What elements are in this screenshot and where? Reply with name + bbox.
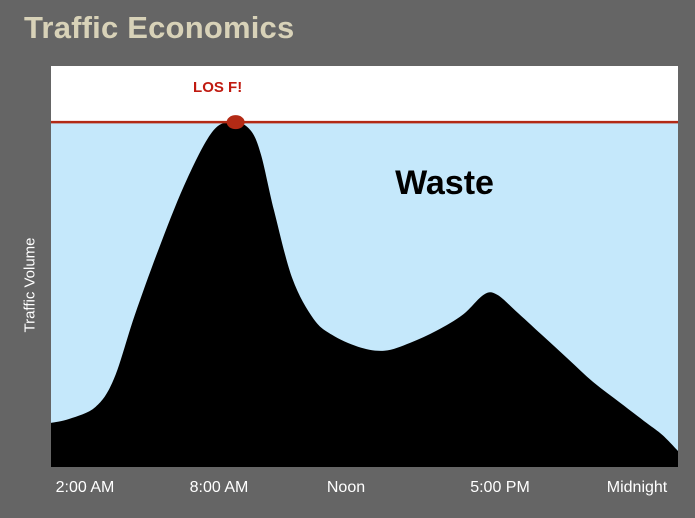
x-tick-label: 8:00 AM — [189, 479, 249, 496]
waste-label: Waste — [395, 164, 494, 202]
capacity-label: LOS F! — [193, 79, 242, 96]
x-tick-label: 2:00 AM — [55, 479, 115, 496]
page-title: Traffic Economics — [24, 10, 295, 45]
traffic-volume-area — [51, 122, 678, 468]
x-tick-label: Noon — [326, 479, 366, 496]
x-tick-label: Midnight — [606, 479, 668, 496]
overflow-peak-marker — [226, 115, 245, 130]
y-axis-label: Traffic Volume — [21, 237, 39, 333]
x-tick-label: 5:00 PM — [470, 479, 530, 496]
